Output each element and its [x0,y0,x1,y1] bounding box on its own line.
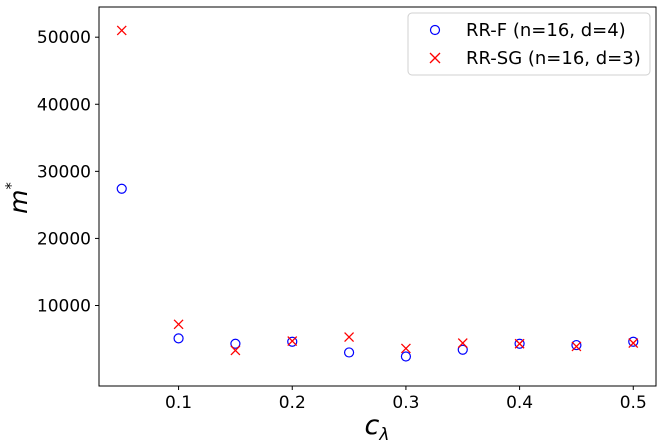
point-rr-sg [344,332,355,342]
legend-label-rr-sg: RR-SG (n=16, d=3) [466,48,641,69]
legend-marker-rr-sg [429,52,441,64]
legend-box [407,12,651,76]
point-rr-sg [230,345,241,356]
point-rr-sg [287,336,298,347]
point-rr-f [457,344,468,355]
y-tick-label: 10000 [37,297,91,317]
x-tick-label: 0.2 [279,393,306,413]
x-tick-label: 0.4 [506,393,533,413]
legend: RR-F (n=16, d=4) RR-SG (n=16, d=3) [407,12,651,76]
y-tick-label: 50000 [37,28,91,48]
point-rr-f [287,336,298,347]
axis-ticks: 0.1 0.2 0.3 0.4 0.5 10000 20000 30000 40000 50000 [37,28,647,413]
y-axis-label-superscript: * [2,182,20,190]
y-tick-label: 30000 [37,162,91,182]
point-rr-sg [400,343,411,354]
y-axis-label: m* [2,182,33,214]
point-rr-f [628,336,639,347]
point-rr-sg [514,338,525,349]
point-rr-sg [571,341,582,352]
x-axis-label-subscript: λ [378,425,389,445]
point-rr-f [230,338,241,349]
point-rr-f [571,339,582,351]
point-rr-f [514,338,525,349]
point-rr-sg [457,338,468,349]
data-points [116,25,639,362]
legend-marker-rr-f [429,24,441,36]
point-rr-f [400,351,412,362]
y-axis-label-main: m [4,190,33,214]
point-rr-f [116,183,127,194]
y-tick-label: 20000 [37,229,91,249]
x-tick-label: 0.1 [165,393,192,413]
point-rr-f [343,347,355,358]
x-tick-label: 0.3 [392,393,419,413]
point-rr-sg [628,338,639,349]
x-axis-label-main: c [365,410,380,441]
point-rr-f [173,333,184,344]
point-rr-sg [173,319,184,330]
x-axis-label: cλ [365,410,390,445]
legend-label-rr-f: RR-F (n=16, d=4) [466,20,626,41]
y-tick-label: 40000 [37,95,91,115]
point-rr-sg [116,25,127,36]
x-tick-label: 0.5 [620,393,647,413]
